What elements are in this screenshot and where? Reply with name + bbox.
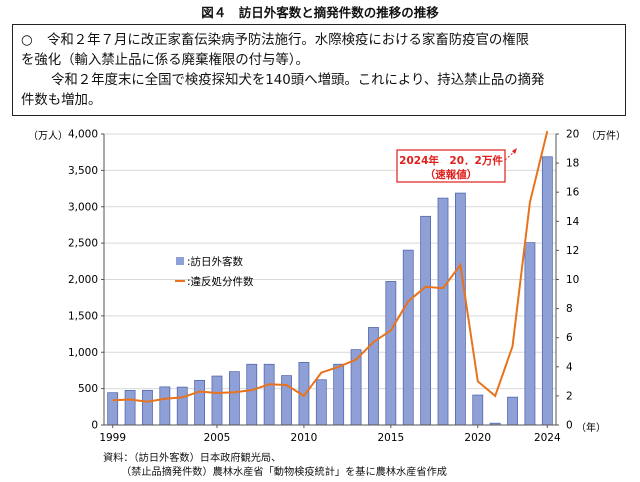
bar-2002 (159, 386, 171, 426)
bar-2000 (124, 390, 136, 426)
legend-bar-swatch (176, 257, 184, 265)
figure-title: 図４ 訪日外客数と摘発件数の推移の推移 (201, 5, 439, 20)
note-first-line: ○ 令和２年７月に改正家畜伝染病予防法施行。水際検疫における家畜防疫官の権限 (21, 31, 617, 51)
annotation-box: 2024年 20．2万件 （速報値） (396, 148, 517, 183)
line-series-violations (112, 130, 549, 403)
right-tick-label: 20 (566, 129, 579, 141)
bar-2015 (385, 281, 397, 426)
bar-2024 (541, 156, 553, 426)
bar-2003 (176, 386, 188, 426)
source-line-1: 資料：（訪日外客数）日本政府観光局、 (103, 453, 282, 464)
note-line-1: 令和２年７月に改正家畜伝染病予防法施行。水際検疫における家畜防疫官の権限 (47, 33, 530, 48)
right-tick-label: 14 (566, 216, 580, 228)
right-tick-label: 12 (566, 245, 579, 257)
bar-2009 (281, 375, 292, 426)
bar-2022 (507, 396, 518, 426)
bar-2012 (333, 363, 345, 426)
bar-2016 (402, 249, 414, 426)
x-tick-label: 1999 (99, 432, 126, 444)
summary-note: ○ 令和２年７月に改正家畜伝染病予防法施行。水際検疫における家畜防疫官の権限 を… (12, 24, 626, 116)
note-line-4: 件数も増加。 (21, 93, 102, 108)
left-tick-label: 4,000 (68, 129, 98, 141)
right-axis-label: （万件） (586, 130, 626, 142)
left-tick-label: 3,500 (68, 165, 98, 177)
bar-2018 (437, 197, 449, 426)
annotation-line-2: （速報値） (425, 168, 478, 181)
legend-line-label: :違反処分件数 (187, 275, 254, 288)
right-tick-label: 2 (566, 390, 573, 402)
right-tick-label: 0 (566, 420, 573, 432)
annotation-pointer (504, 151, 515, 161)
left-tick-label: 1,500 (68, 310, 98, 322)
bar-2011 (315, 379, 327, 426)
x-tick-label: 2015 (377, 432, 404, 444)
x-tick-label: 2020 (464, 432, 491, 444)
bar-2008 (263, 363, 275, 426)
left-tick-label: 2,500 (68, 238, 98, 250)
legend-bar-label: :訪日外客数 (187, 255, 244, 268)
bar-2005 (211, 375, 223, 426)
combo-chart: 05001,0001,5002,0002,5003,0003,5004,000 … (28, 129, 626, 445)
x-tick-label: 2010 (291, 432, 318, 444)
grid-lines (104, 133, 556, 390)
note-line-2: を強化（輸入禁止品に係る廃棄権限の付与等）。 (21, 53, 309, 68)
right-tick-label: 18 (566, 158, 579, 170)
bar-series-visitors (107, 156, 553, 426)
left-tick-label: 500 (78, 383, 98, 395)
bar-2001 (142, 389, 153, 426)
right-tick-label: 10 (566, 274, 579, 286)
bar-2017 (420, 215, 432, 426)
right-tick-label: 16 (566, 187, 580, 199)
annotation-line-1: 2024年 20．2万件 (399, 154, 503, 167)
x-tick-label: 2024 (534, 432, 561, 444)
right-axis-ticks: 0 2 4 6 8 10 12 14 16 18 20 (556, 129, 580, 432)
note-line-3: 令和２年度末に全国で検疫探知犬を140頭へ増頭。これにより、持込禁止品の摘発 (51, 73, 545, 88)
bar-2006 (228, 371, 240, 426)
note-bullet: ○ (21, 33, 33, 48)
source-line-2: （禁止品摘発件数）農林水産省「動物検疫統計」を基に農林水産省作成 (121, 467, 447, 478)
bar-2004 (194, 379, 206, 426)
right-tick-label: 6 (566, 332, 573, 344)
left-tick-label: 2,000 (68, 274, 98, 286)
right-tick-label: 4 (566, 361, 573, 373)
bar-2023 (524, 242, 536, 426)
x-axis-ticks: 1999 2005 2010 2015 2020 2024 (99, 425, 561, 444)
annotation-arrowhead (512, 148, 517, 154)
left-tick-label: 0 (91, 420, 98, 432)
left-axis-label: （万人） (28, 130, 68, 142)
left-axis-ticks: 0 500 1,000 1,500 2,000 2,500 3,000 3,500 4,000 (68, 129, 104, 432)
legend: :訪日外客数 :違反処分件数 (175, 255, 254, 288)
right-tick-label: 8 (566, 303, 573, 315)
bar-2007 (246, 363, 258, 426)
bar-2019 (454, 192, 466, 426)
x-tick-label: 2005 (204, 432, 231, 444)
left-tick-label: 1,000 (68, 347, 98, 359)
x-axis-label: （年） (576, 421, 606, 434)
left-tick-label: 3,000 (68, 201, 98, 213)
source-note: 資料：（訪日外客数）日本政府観光局、 （禁止品摘発件数）農林水産省「動物検疫統計… (103, 452, 447, 480)
bar-2020 (472, 394, 484, 426)
bar-1999 (107, 392, 119, 426)
